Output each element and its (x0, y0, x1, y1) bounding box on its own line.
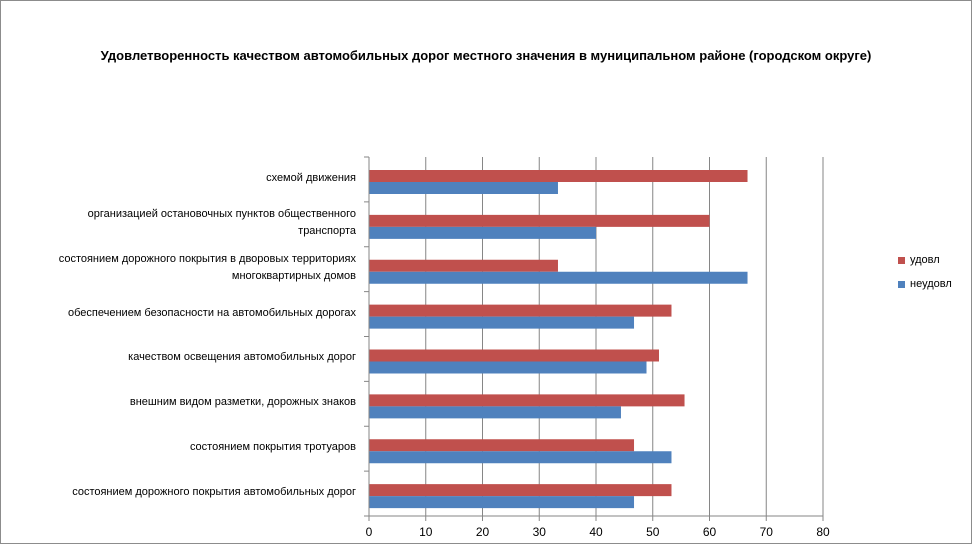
category-label: состоянием дорожного покрытия в дворовых… (58, 253, 356, 283)
bar-satisfied (369, 349, 659, 362)
category-label: схемой движения (266, 171, 356, 184)
x-tick-label: 40 (589, 525, 603, 539)
bar-satisfied (369, 259, 558, 272)
bar-satisfied (369, 170, 748, 182)
legend-label-unsatisfied: неудовл (910, 278, 952, 290)
legend-swatch-satisfied (898, 257, 905, 264)
x-tick-label: 50 (646, 525, 660, 539)
category-label: обеспечением безопасности на автомобильн… (68, 306, 356, 319)
bar-unsatisfied (369, 451, 672, 464)
bar-unsatisfied (369, 406, 621, 419)
category-label: качеством освещения автомобильных дорог (128, 351, 356, 364)
bar-satisfied (369, 214, 710, 227)
bar-unsatisfied (369, 226, 596, 239)
x-tick-label: 20 (476, 525, 490, 539)
bar-unsatisfied (369, 271, 748, 284)
x-tick-label: 10 (419, 525, 433, 539)
bar-satisfied (369, 304, 672, 317)
x-tick-label: 60 (703, 525, 717, 539)
category-label: состоянием покрытия тротуаров (189, 441, 356, 454)
bar-unsatisfied (369, 496, 635, 509)
category-label: состоянием дорожного покрытия автомобиль… (72, 486, 356, 499)
bar-unsatisfied (369, 316, 635, 329)
legend-swatch-unsatisfied (898, 281, 905, 288)
x-tick-label: 30 (533, 525, 547, 539)
legend-label-satisfied: удовл (910, 254, 940, 266)
category-label: организацией остановочных пунктов общест… (87, 208, 356, 238)
chart-title: Удовлетворенность качеством автомобильны… (100, 48, 872, 63)
bar-satisfied (369, 394, 685, 407)
x-tick-label: 70 (760, 525, 774, 539)
bar-satisfied (369, 439, 635, 452)
bar-unsatisfied (369, 182, 558, 194)
bar-unsatisfied (369, 361, 647, 374)
x-tick-label: 0 (366, 525, 373, 539)
bar-satisfied (369, 484, 672, 497)
category-label: внешним видом разметки, дорожных знаков (129, 396, 356, 409)
x-tick-label: 80 (816, 525, 830, 539)
